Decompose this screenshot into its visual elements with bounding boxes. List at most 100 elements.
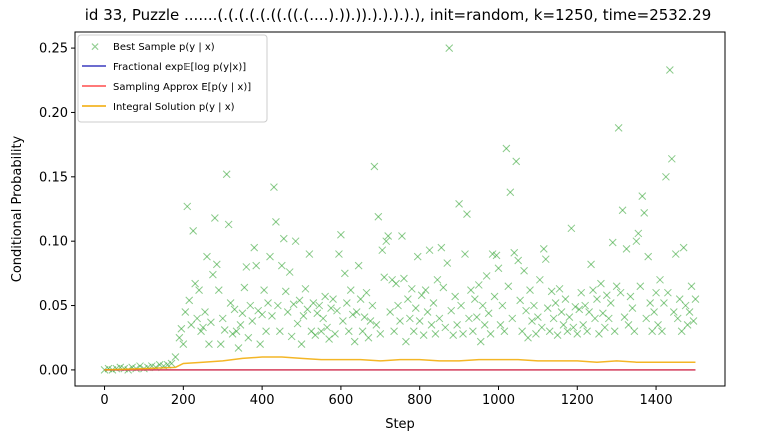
scatter-point — [644, 252, 653, 261]
scatter-point — [360, 313, 369, 321]
scatter-point — [195, 286, 203, 294]
scatter-point — [429, 299, 438, 307]
scatter-point — [323, 323, 331, 332]
scatter-point — [595, 330, 603, 338]
scatter-point — [329, 295, 337, 303]
scatter-point — [277, 261, 286, 270]
scatter-point — [305, 250, 314, 258]
scatter-point — [563, 327, 572, 336]
scatter-point — [380, 273, 389, 282]
scatter-point — [364, 333, 373, 342]
y-tick-label: 0.20 — [39, 106, 68, 121]
scatter-point — [512, 157, 521, 166]
scatter-point — [242, 263, 251, 271]
scatter-point — [632, 237, 641, 246]
scatter-point — [279, 234, 288, 243]
scatter-point — [417, 291, 426, 300]
x-marker-icon: ✕ — [90, 40, 100, 54]
scatter-point — [449, 331, 458, 340]
scatter-point — [514, 256, 523, 265]
scatter-point — [472, 313, 481, 321]
scatter-point — [451, 292, 460, 301]
series-layer — [100, 44, 700, 374]
scatter-point — [325, 335, 333, 343]
scatter-point — [191, 279, 200, 288]
scatter-point — [624, 321, 633, 329]
scatter-point — [589, 286, 597, 294]
scatter-point — [555, 284, 564, 293]
scatter-point — [232, 327, 241, 336]
scatter-point — [665, 66, 674, 74]
scatter-point — [333, 306, 341, 315]
x-tick-label: 400 — [250, 393, 275, 408]
scatter-point — [575, 305, 584, 314]
scatter-point — [175, 333, 184, 342]
scatter-point — [311, 331, 320, 340]
scatter-point — [606, 299, 615, 307]
legend-label-best-sample: Best Sample p(y | x) — [113, 42, 215, 53]
scatter-point — [274, 301, 282, 310]
scatter-point — [370, 162, 379, 171]
scatter-point — [423, 308, 432, 316]
scatter-point — [382, 237, 391, 246]
scatter-point — [350, 337, 359, 346]
scatter-point — [246, 301, 255, 310]
legend: ✕ Best Sample p(y | x) Fractional exp𝔼[l… — [77, 34, 268, 123]
x-tick-label: 1400 — [640, 393, 673, 408]
scatter-point — [557, 308, 566, 316]
scatter-point — [260, 286, 268, 294]
scatter-point — [264, 299, 272, 307]
scatter-point — [478, 301, 487, 310]
scatter-point — [177, 324, 186, 333]
scatter-point — [571, 302, 580, 311]
scatter-point — [662, 172, 670, 181]
scatter-point — [437, 243, 446, 252]
legend-entry-integral: Integral Solution p(y | x) — [82, 102, 235, 113]
scatter-point — [358, 327, 367, 336]
scatter-point — [275, 327, 284, 336]
y-tick-label: 0.10 — [39, 235, 68, 250]
scatter-point — [539, 245, 548, 253]
scatter-point — [295, 296, 304, 305]
scatter-point — [236, 321, 245, 329]
scatter-point — [498, 301, 507, 310]
scatter-point — [272, 218, 280, 226]
scatter-point — [640, 209, 649, 217]
scatter-point — [565, 313, 574, 321]
x-axis-label: Step — [385, 417, 415, 432]
scatter-point — [270, 183, 278, 191]
scatter-point — [616, 288, 625, 297]
scatter-point — [297, 340, 306, 349]
scatter-point — [573, 330, 582, 338]
scatter-point — [228, 330, 237, 338]
scatter-point — [240, 283, 249, 292]
legend-label-sampling: Sampling Approx E[p(y | x)] — [113, 82, 251, 93]
scatter-point — [660, 299, 668, 307]
scatter-point — [216, 340, 225, 349]
scatter-point — [634, 229, 643, 238]
scatter-point — [579, 321, 588, 329]
x-tick-label: 1000 — [482, 393, 515, 408]
scatter-point — [691, 295, 700, 303]
scatter-point — [250, 243, 259, 252]
scatter-point — [490, 292, 499, 301]
scatter-point — [441, 323, 450, 332]
scatter-point — [577, 288, 586, 297]
scatter-point — [181, 308, 190, 316]
scatter-point — [433, 275, 442, 284]
scatter-point — [248, 317, 257, 325]
scatter-point — [687, 282, 696, 291]
scatter-point — [339, 317, 347, 325]
scatter-point — [199, 323, 207, 332]
scatter-point — [366, 317, 375, 325]
scatter-point — [447, 306, 456, 315]
scatter-point — [179, 340, 188, 349]
x-tick-label: 200 — [171, 393, 196, 408]
scatter-point — [212, 260, 221, 269]
scatter-point — [226, 299, 235, 307]
scatter-point — [608, 238, 617, 247]
scatter-point — [372, 321, 381, 329]
scatter-point — [537, 323, 546, 332]
x-axis: 0 200 400 600 800 1000 1200 1400 — [100, 386, 673, 408]
scatter-point — [593, 295, 601, 303]
